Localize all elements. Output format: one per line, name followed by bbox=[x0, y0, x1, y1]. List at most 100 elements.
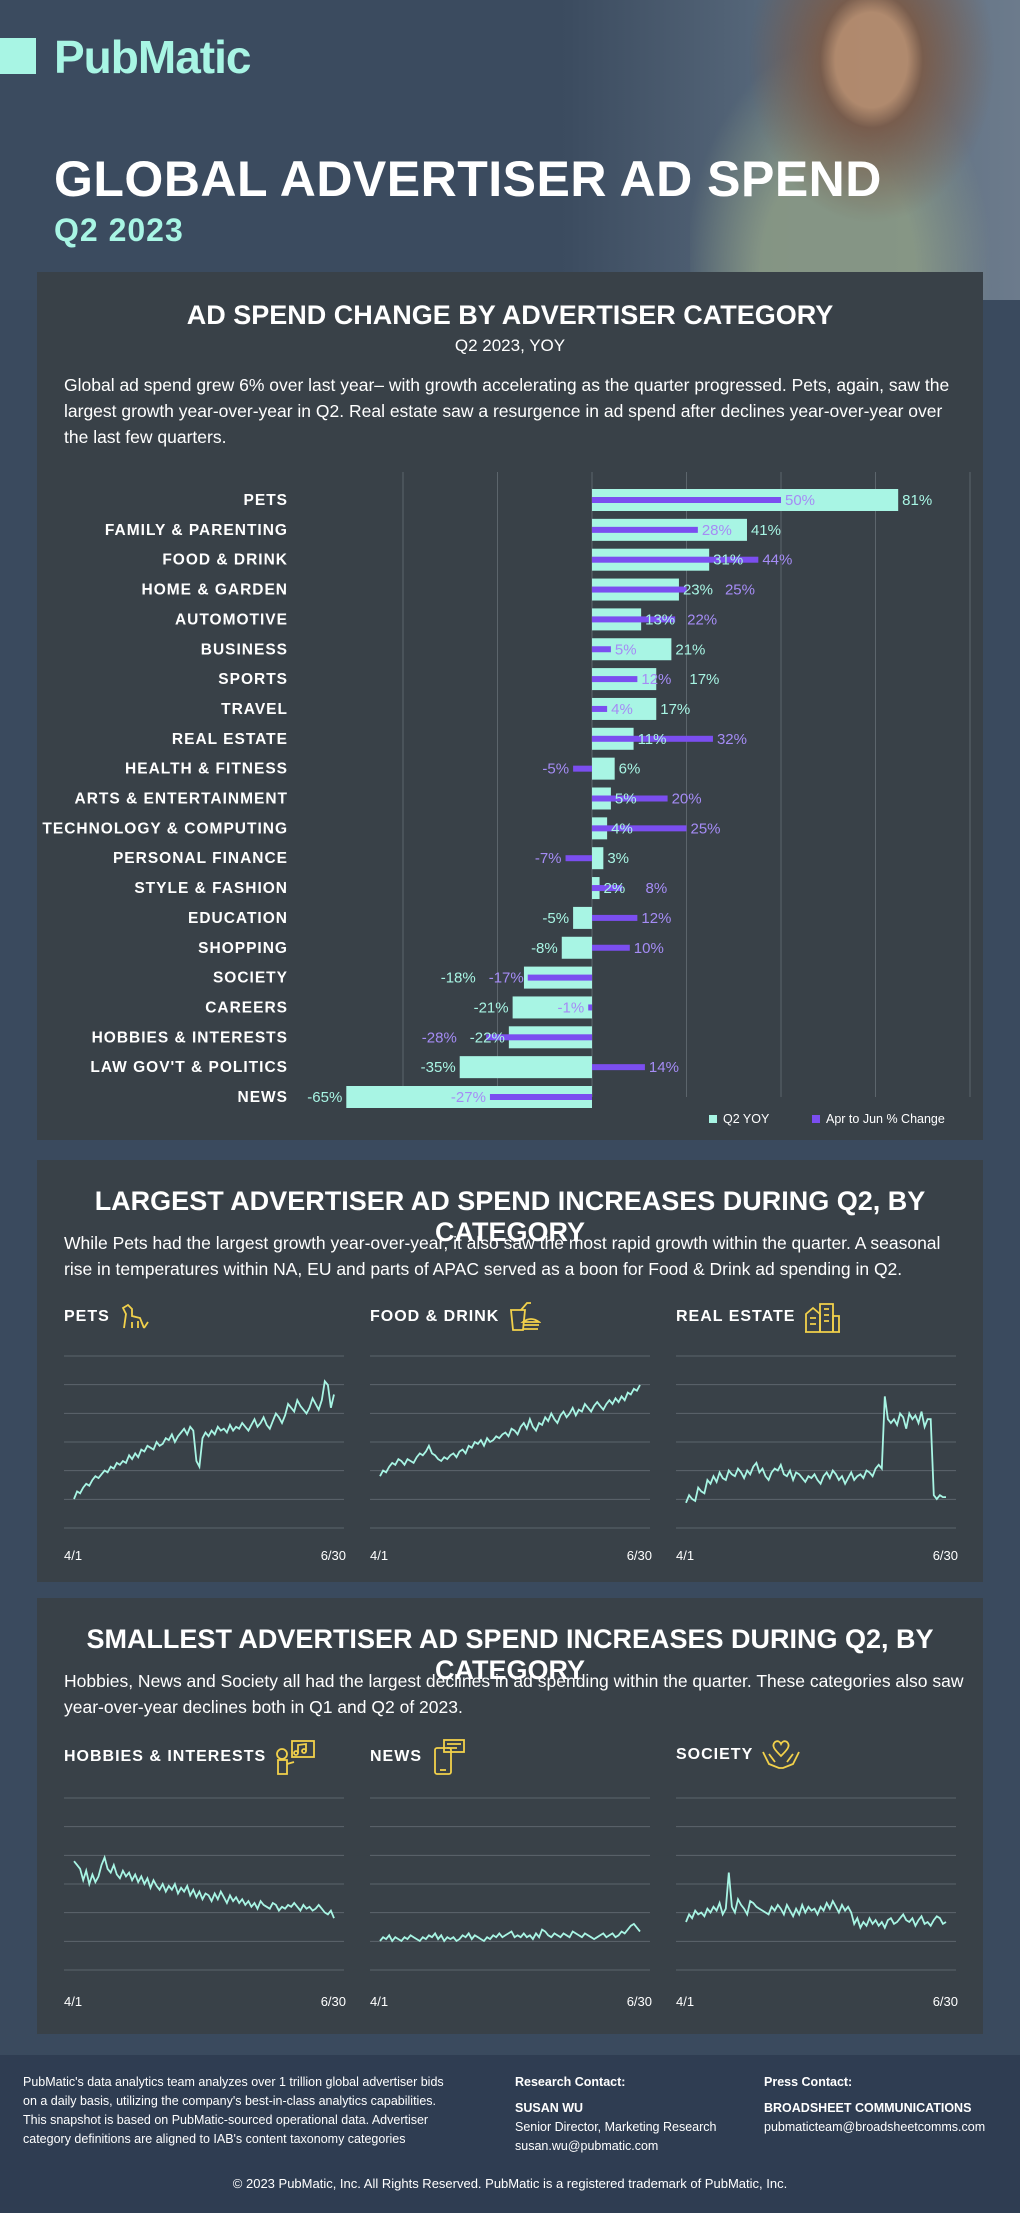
apr-jun-value-label: 25% bbox=[691, 820, 721, 837]
apr-jun-value-label: 5% bbox=[615, 641, 637, 658]
research-contact-role: Senior Director, Marketing Research bbox=[515, 2120, 717, 2134]
x-start-label: 4/1 bbox=[64, 1994, 83, 2009]
section-subtitle: Q2 2023, YOY bbox=[454, 336, 566, 355]
bar-apr-jun bbox=[489, 1094, 592, 1100]
mini-chart-header: HOBBIES & INTERESTS bbox=[64, 1738, 316, 1776]
q2-value-label: 13% bbox=[645, 611, 675, 628]
apr-jun-value-label: -1% bbox=[558, 999, 585, 1016]
sparkline-series bbox=[685, 1396, 946, 1504]
bar-apr-jun bbox=[486, 1034, 592, 1041]
apr-jun-value-label: 32% bbox=[717, 731, 747, 748]
bar-q2-yoy bbox=[346, 1086, 592, 1108]
bar-apr-jun bbox=[592, 825, 687, 832]
mini-chart-header: REAL ESTATE bbox=[676, 1300, 841, 1334]
category-label: NEWS bbox=[238, 1089, 289, 1106]
section-description: Hobbies, News and Society all had the la… bbox=[64, 1671, 964, 1717]
mini-chart-title: HOBBIES & INTERESTS bbox=[64, 1748, 267, 1765]
footer-about-line: on a daily basis, utilizing the company'… bbox=[23, 2094, 437, 2108]
sparkline-series bbox=[73, 1854, 335, 1919]
category-label: STYLE & FASHION bbox=[134, 880, 288, 897]
bar-q2-yoy bbox=[592, 638, 672, 661]
apr-jun-value-label: 44% bbox=[762, 552, 792, 569]
sparkline bbox=[370, 1797, 650, 1971]
q2-value-label: 6% bbox=[619, 761, 641, 778]
apr-jun-value-label: 25% bbox=[725, 582, 755, 599]
category-label: HEALTH & FITNESS bbox=[125, 761, 288, 778]
category-label: SPORTS bbox=[218, 671, 288, 688]
research-contact: Research Contact: SUSAN WU Senior Direct… bbox=[515, 2073, 745, 2156]
bar-apr-jun bbox=[592, 556, 759, 563]
x-end-label: 6/30 bbox=[626, 1548, 652, 1563]
q2-value-label: -8% bbox=[531, 940, 558, 957]
apr-jun-value-label: 12% bbox=[641, 910, 671, 927]
category-label: PETS bbox=[244, 492, 288, 509]
legend-label-apr-jun: Apr to Jun % Change bbox=[826, 1112, 945, 1126]
apr-jun-value-label: 10% bbox=[634, 940, 664, 957]
apr-jun-value-label: -7% bbox=[535, 850, 562, 867]
food-drink-icon bbox=[507, 1300, 542, 1334]
bar-apr-jun bbox=[592, 497, 781, 503]
bar-q2-yoy bbox=[573, 906, 592, 929]
bar-apr-jun bbox=[592, 676, 638, 683]
section-title: LARGEST ADVERTISER AD SPEND INCREASES DU… bbox=[94, 1186, 926, 1247]
bar-apr-jun bbox=[527, 974, 592, 981]
ad-spend-change-panel: AD SPEND CHANGE BY ADVERTISER CATEGORY Q… bbox=[37, 272, 983, 1140]
category-label: REAL ESTATE bbox=[172, 731, 288, 748]
accent-square bbox=[0, 38, 36, 74]
bar-apr-jun bbox=[592, 914, 638, 921]
mini-chart-header: SOCIETY bbox=[676, 1738, 801, 1772]
category-label: TRAVEL bbox=[221, 701, 288, 718]
x-start-label: 4/1 bbox=[64, 1548, 83, 1563]
bar-apr-jun bbox=[592, 616, 676, 623]
category-label: SOCIETY bbox=[213, 970, 288, 987]
category-label: AUTOMOTIVE bbox=[175, 611, 288, 628]
apr-jun-value-label: 28% bbox=[702, 522, 732, 539]
q2-value-label: 31% bbox=[713, 552, 743, 569]
x-end-label: 6/30 bbox=[932, 1994, 958, 2009]
category-label: FOOD & DRINK bbox=[162, 552, 288, 569]
footer-about-line: PubMatic's data analytics team analyzes … bbox=[23, 2075, 444, 2089]
legend-apr-jun: Apr to Jun % Change bbox=[812, 1112, 945, 1126]
x-end-label: 6/30 bbox=[320, 1548, 346, 1563]
apr-jun-value-label: 22% bbox=[687, 611, 717, 628]
legend-swatch-apr-jun bbox=[812, 1115, 820, 1123]
category-label: TECHNOLOGY & COMPUTING bbox=[42, 820, 288, 837]
legend-q2: Q2 YOY bbox=[709, 1112, 769, 1126]
footer: PubMatic's data analytics team analyzes … bbox=[0, 2055, 1020, 2213]
category-label: PERSONAL FINANCE bbox=[113, 850, 288, 867]
mini-chart-title: PETS bbox=[64, 1308, 110, 1325]
mini-chart-title: FOOD & DRINK bbox=[370, 1308, 500, 1325]
news-icon bbox=[430, 1738, 468, 1776]
bar-apr-jun bbox=[592, 705, 608, 712]
q2-value-label: 81% bbox=[902, 492, 932, 509]
bar-apr-jun bbox=[592, 586, 687, 593]
category-label: LAW GOV'T & POLITICS bbox=[90, 1059, 288, 1076]
x-end-label: 6/30 bbox=[932, 1548, 958, 1563]
research-contact-email[interactable]: susan.wu@pubmatic.com bbox=[515, 2139, 659, 2153]
bar-apr-jun bbox=[592, 885, 623, 892]
copyright: © 2023 PubMatic, Inc. All Rights Reserve… bbox=[232, 2176, 788, 2191]
mini-chart-society: SOCIETY 4/1 6/30 bbox=[676, 1738, 966, 2020]
hero-photo bbox=[690, 0, 1020, 300]
sparkline bbox=[370, 1355, 650, 1529]
press-contact-label: Press Contact: bbox=[764, 2075, 853, 2089]
largest-increases-panel: LARGEST ADVERTISER AD SPEND INCREASES DU… bbox=[37, 1160, 983, 1582]
press-contact-name: BROADSHEET COMMUNICATIONS bbox=[764, 2101, 972, 2115]
mini-chart-pets: PETS 4/1 6/30 bbox=[64, 1300, 354, 1570]
legend-label-q2: Q2 YOY bbox=[723, 1112, 770, 1126]
sparkline-series bbox=[379, 1922, 641, 1943]
x-end-label: 6/30 bbox=[320, 1994, 346, 2009]
sparkline bbox=[64, 1355, 344, 1529]
hands-heart-icon bbox=[761, 1738, 801, 1772]
mini-chart-title: REAL ESTATE bbox=[676, 1308, 796, 1325]
x-start-label: 4/1 bbox=[676, 1994, 695, 2009]
category-label: CAREERS bbox=[205, 999, 288, 1016]
section-title: AD SPEND CHANGE BY ADVERTISER CATEGORY bbox=[186, 300, 834, 330]
bar-q2-yoy bbox=[592, 757, 615, 780]
press-contact-email[interactable]: pubmaticteam@broadsheetcomms.com bbox=[764, 2120, 986, 2134]
legend-swatch-q2 bbox=[709, 1115, 717, 1123]
smallest-increases-panel: SMALLEST ADVERTISER AD SPEND INCREASES D… bbox=[37, 1598, 983, 2034]
q2-value-label: 3% bbox=[607, 850, 629, 867]
category-bar-chart: PETS 81% 50% FAMILY & PARENTING 41% 28% FOOD &… bbox=[42, 472, 971, 1108]
mini-chart-title: SOCIETY bbox=[676, 1746, 754, 1763]
